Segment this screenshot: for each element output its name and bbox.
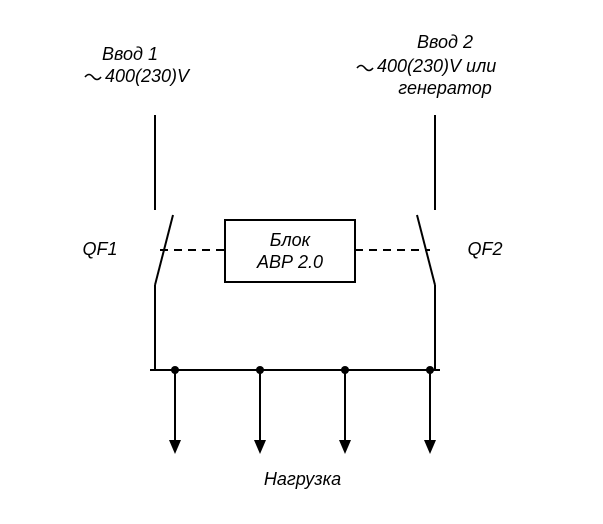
load-label: Нагрузка xyxy=(264,469,341,489)
input1-voltage: 400(230)V xyxy=(105,66,191,86)
input2-voltage: 400(230)V или xyxy=(377,56,496,76)
qf2-label: QF2 xyxy=(467,239,502,259)
electrical-diagram: Ввод 1400(230)V Ввод 2 400(230)V илигенера… xyxy=(0,0,603,524)
avr-block-line1: Блок xyxy=(270,230,312,250)
input1-title: Ввод 1 xyxy=(102,44,158,64)
input2-generator: генератор xyxy=(398,78,491,98)
input2-title: Ввод 2 xyxy=(417,32,473,52)
avr-block-line2: АВР 2.0 xyxy=(256,252,323,272)
qf1-label: QF1 xyxy=(82,239,117,259)
